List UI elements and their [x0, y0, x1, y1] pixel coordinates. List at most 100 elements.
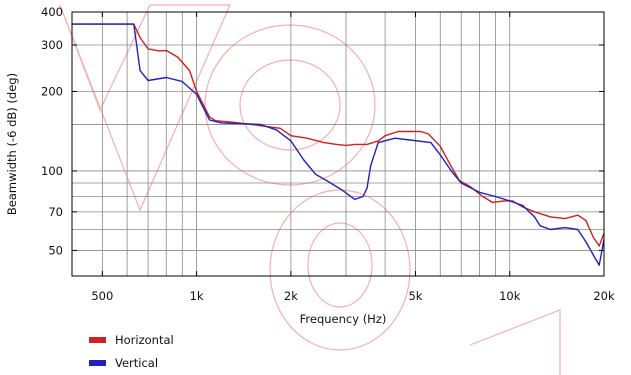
x-tick-labels: 500 1k 2k 5k 10k 20k	[91, 289, 615, 303]
y-tick-label: 50	[48, 243, 63, 257]
series-point-vertical	[549, 228, 552, 231]
watermark-shape	[469, 309, 561, 375]
series-point-horizontal	[354, 143, 356, 146]
series-point-vertical	[325, 179, 328, 182]
series-point-vertical	[598, 264, 600, 266]
series-point-vertical	[303, 159, 305, 161]
series-point-horizontal	[231, 121, 233, 123]
series-point-vertical	[577, 228, 579, 231]
series-point-vertical	[241, 123, 243, 125]
minor-grid	[72, 12, 604, 276]
series-point-horizontal	[177, 56, 179, 58]
series-point-vertical	[409, 139, 411, 141]
series-point-horizontal	[549, 216, 552, 218]
series-point-horizontal	[196, 90, 198, 93]
series-point-horizontal	[564, 217, 566, 220]
x-tick-label: 1k	[190, 289, 204, 303]
series-point-vertical	[133, 23, 135, 25]
series-point-horizontal	[585, 219, 587, 221]
series-point-vertical	[460, 182, 462, 184]
x-tick-label: 5k	[408, 289, 422, 303]
series-point-horizontal	[147, 48, 149, 50]
series-point-horizontal	[427, 133, 430, 135]
series-point-horizontal	[323, 142, 325, 144]
series-point-vertical	[370, 164, 372, 166]
series-point-vertical	[340, 188, 342, 191]
series-point-horizontal	[279, 127, 281, 129]
series-point-vertical	[315, 173, 317, 176]
y-axis-label: Beamwidth (-6 dB) (deg)	[5, 73, 19, 215]
series-point-horizontal	[450, 165, 452, 168]
series-point-horizontal	[377, 140, 379, 142]
series-point-vertical	[533, 216, 536, 218]
series-point-horizontal	[503, 200, 505, 202]
legend-swatch-horizontal	[89, 337, 106, 343]
legend-label-horizontal: Horizontal	[115, 333, 174, 347]
series-point-horizontal	[533, 211, 536, 213]
series-point-vertical	[366, 187, 368, 189]
series-point-vertical	[394, 137, 396, 139]
y-tick-label: 400	[41, 5, 63, 19]
x-tick-label: 20k	[593, 289, 615, 303]
x-axis-label: Frequency (Hz)	[300, 312, 387, 326]
series-point-horizontal	[409, 130, 411, 133]
series-point-vertical	[220, 122, 223, 124]
watermark	[59, 4, 561, 375]
series-point-vertical	[147, 79, 149, 82]
watermark-shape	[239, 59, 341, 151]
watermark-shape	[204, 24, 376, 186]
series-layer	[71, 23, 605, 266]
plot-frame	[71, 11, 605, 277]
series-point-horizontal	[598, 245, 600, 247]
series-point-vertical	[139, 69, 141, 72]
series-point-horizontal	[290, 135, 292, 137]
legend: Horizontal Vertical	[89, 333, 174, 370]
series-point-vertical	[494, 195, 497, 198]
series-line-horizontal	[72, 23, 605, 247]
legend-swatch-vertical	[89, 360, 106, 366]
series-point-vertical	[539, 225, 541, 227]
series-point-horizontal	[397, 130, 399, 133]
series-point-vertical	[196, 93, 198, 95]
series-point-vertical	[290, 140, 292, 142]
x-tick-label: 10k	[499, 289, 521, 303]
series-point-horizontal	[439, 145, 441, 147]
x-tick-label: 2k	[284, 289, 298, 303]
y-tick-label: 300	[41, 38, 63, 52]
series-point-vertical	[592, 254, 594, 256]
y-tick-label: 70	[48, 205, 63, 219]
series-point-horizontal	[208, 116, 211, 118]
legend-label-vertical: Vertical	[115, 356, 158, 370]
y-tick-labels: 50 70 100 200 300 400	[41, 5, 63, 257]
x-tick-label: 500	[91, 289, 113, 303]
series-point-horizontal	[336, 143, 338, 146]
series-point-horizontal	[420, 130, 422, 133]
watermark-shape	[269, 189, 411, 351]
series-point-horizontal	[139, 36, 141, 39]
series-point-vertical	[585, 240, 587, 243]
series-point-horizontal	[366, 143, 368, 146]
series-point-vertical	[208, 119, 211, 121]
series-point-vertical	[259, 123, 262, 126]
series-point-vertical	[430, 142, 432, 144]
series-point-horizontal	[306, 137, 308, 139]
y-tick-label: 200	[41, 84, 63, 98]
series-point-vertical	[564, 227, 566, 229]
series-point-vertical	[165, 76, 167, 79]
series-point-vertical	[354, 198, 356, 201]
series-point-vertical	[450, 170, 452, 172]
series-point-horizontal	[592, 236, 594, 239]
series-point-vertical	[509, 200, 511, 202]
watermark-shape	[59, 4, 231, 212]
y-tick-label: 100	[41, 164, 63, 178]
watermark-shape	[307, 222, 373, 308]
series-point-vertical	[522, 204, 524, 207]
series-point-vertical	[377, 142, 379, 144]
series-point-vertical	[275, 129, 278, 131]
series-point-horizontal	[384, 135, 386, 137]
series-point-vertical	[478, 191, 480, 193]
series-point-horizontal	[165, 49, 167, 52]
series-point-vertical	[181, 80, 183, 83]
series-point-vertical	[362, 195, 364, 198]
